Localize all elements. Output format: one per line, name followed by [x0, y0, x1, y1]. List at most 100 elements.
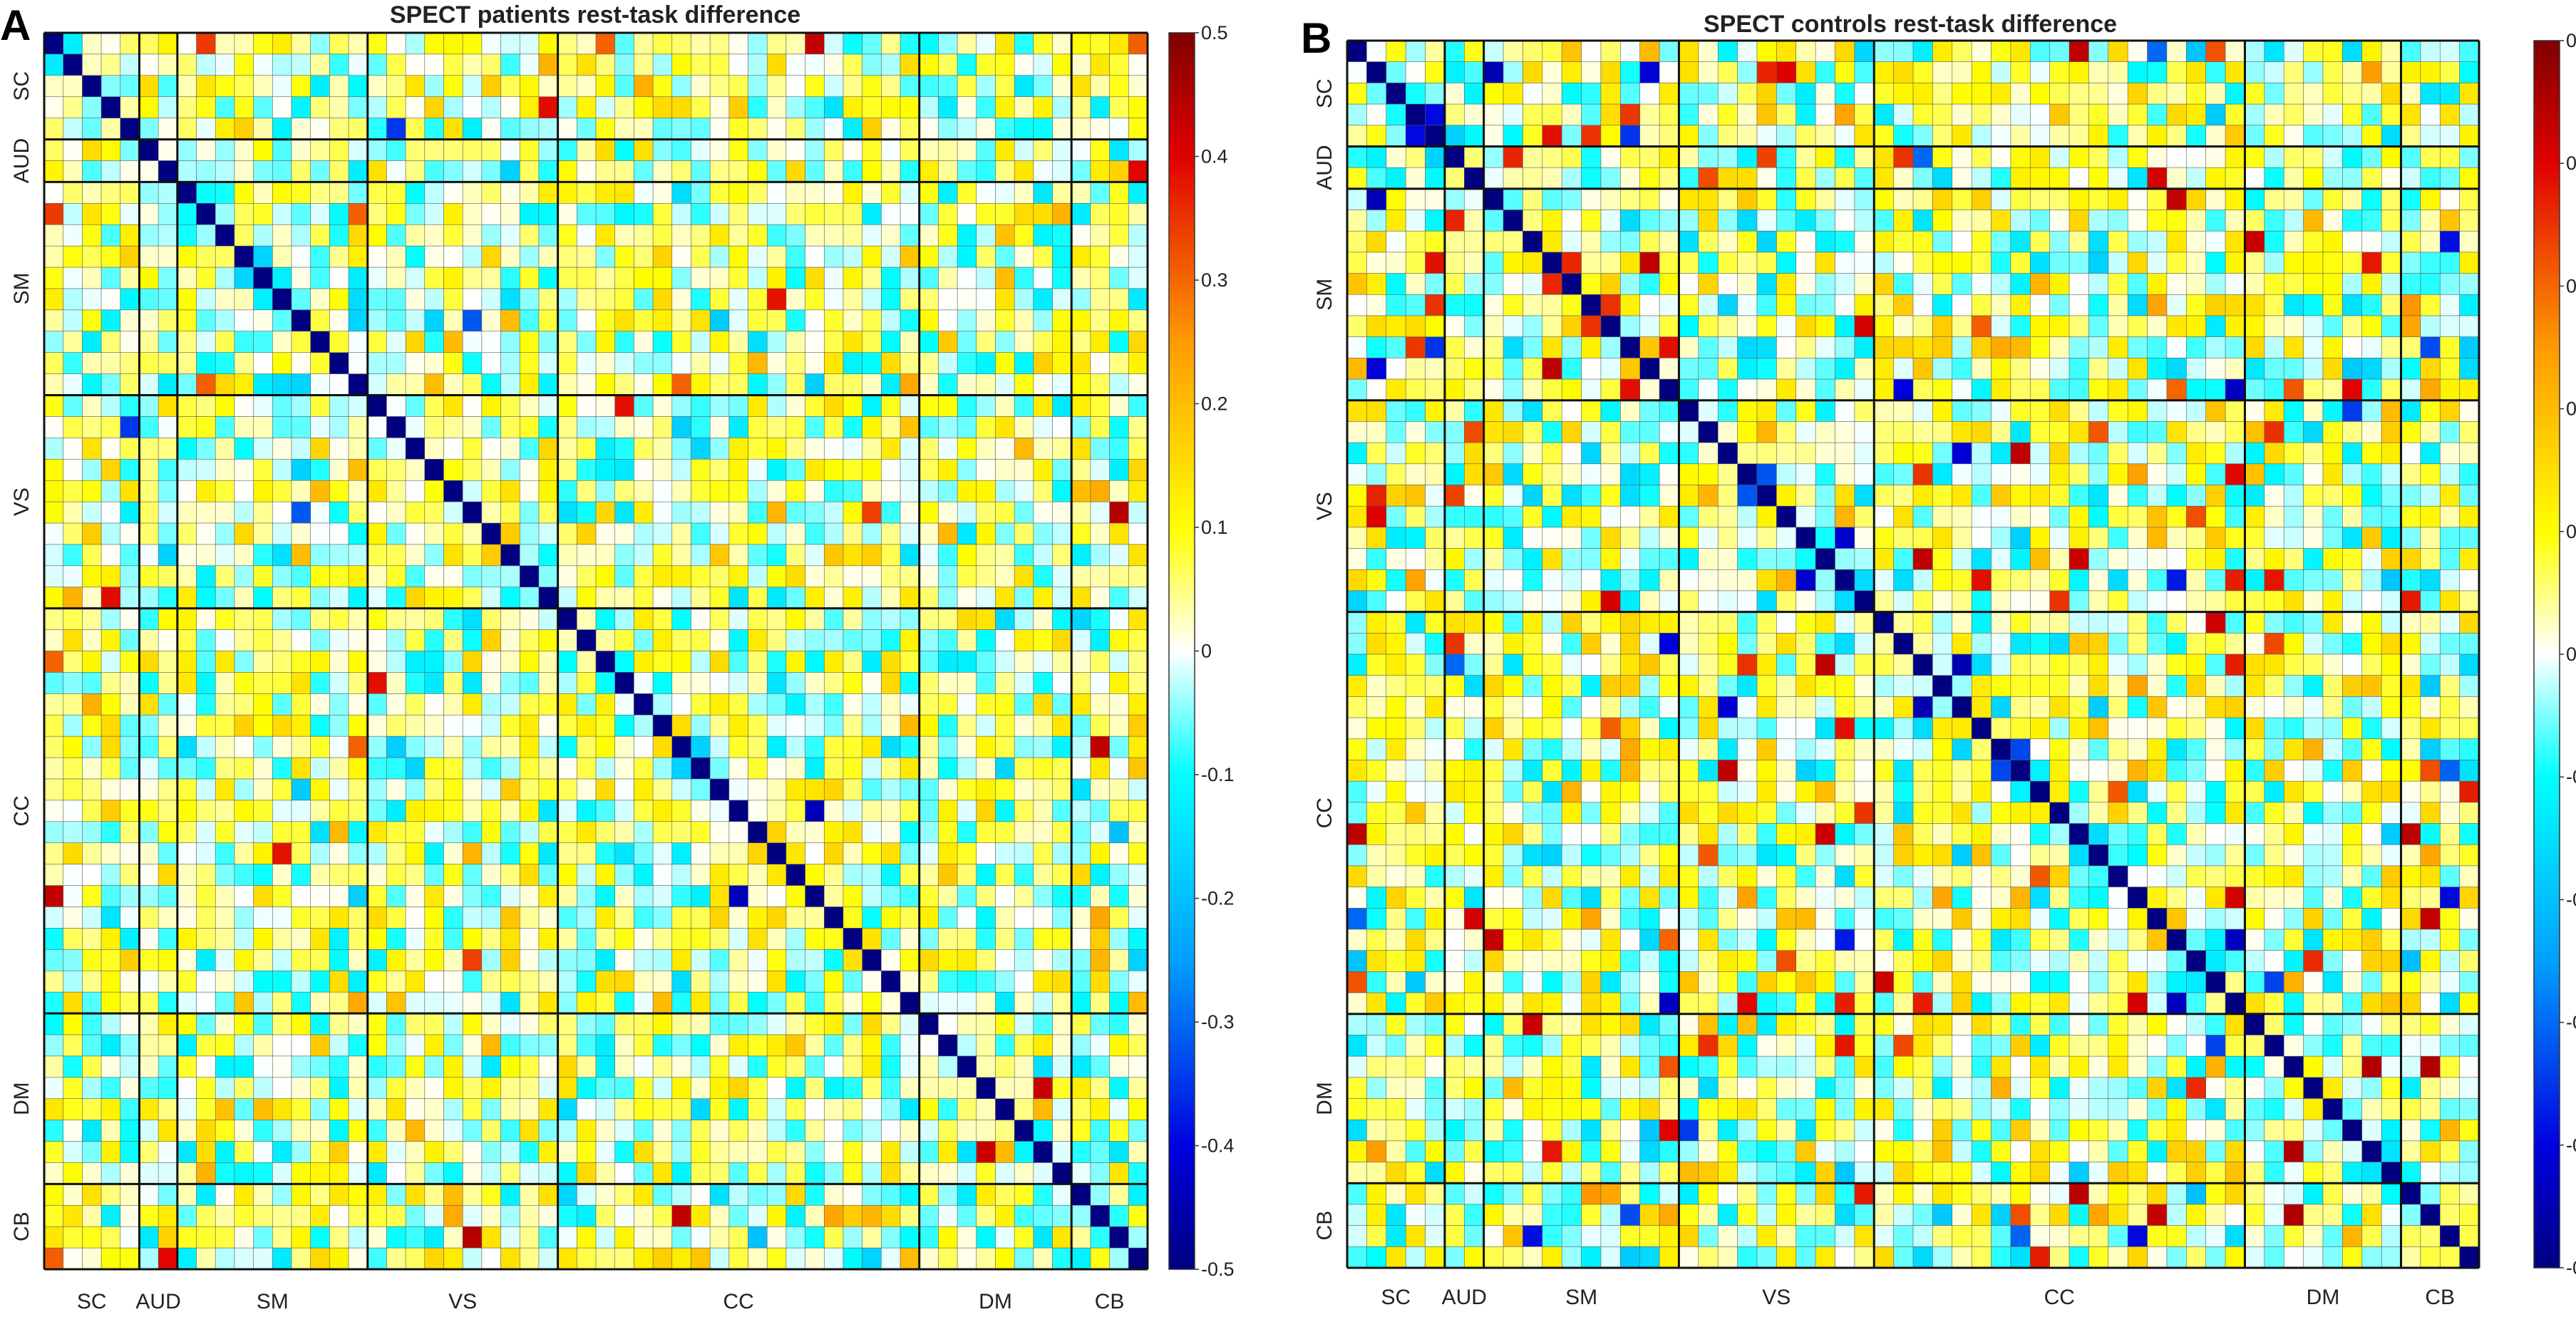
- heatmap-cell: [63, 608, 83, 631]
- heatmap-cell: [1523, 358, 1543, 380]
- heatmap-cell: [215, 544, 235, 567]
- heatmap-cell: [1815, 294, 1835, 316]
- heatmap-cell: [43, 395, 64, 417]
- heatmap-cell: [43, 1013, 64, 1035]
- heatmap-cell: [805, 139, 825, 161]
- heatmap-cell: [386, 139, 406, 161]
- heatmap-cell: [1483, 294, 1504, 316]
- heatmap-cell: [2439, 252, 2461, 274]
- heatmap-cell: [43, 928, 64, 950]
- heatmap-cell: [82, 118, 102, 140]
- heatmap-cell: [881, 1055, 901, 1078]
- heatmap-cell: [1386, 315, 1406, 338]
- heatmap-cell: [919, 331, 939, 353]
- heatmap-cell: [614, 907, 634, 929]
- heatmap-cell: [2322, 83, 2343, 105]
- heatmap-cell: [177, 267, 197, 289]
- heatmap-cell: [196, 587, 216, 609]
- heatmap-cell: [862, 1098, 882, 1121]
- heatmap-cell: [634, 885, 654, 907]
- heatmap-cell: [557, 1226, 577, 1249]
- heatmap-cell: [2381, 569, 2401, 592]
- heatmap-cell: [805, 438, 825, 460]
- heatmap-cell: [2381, 336, 2401, 358]
- heatmap-cell: [843, 672, 863, 694]
- heatmap-cell: [2303, 315, 2324, 338]
- heatmap-cell: [424, 203, 444, 225]
- heatmap-cell: [63, 267, 83, 289]
- heatmap-cell: [101, 1055, 121, 1078]
- heatmap-cell: [709, 288, 730, 311]
- heatmap-cell: [709, 800, 730, 822]
- heatmap-cell: [785, 182, 806, 204]
- heatmap-cell: [1854, 569, 1875, 592]
- heatmap-cell: [424, 416, 444, 438]
- heatmap-cell: [367, 1184, 387, 1206]
- heatmap-cell: [1483, 273, 1504, 295]
- heatmap-cell: [462, 693, 483, 716]
- heatmap-cell: [595, 245, 616, 268]
- heatmap-cell: [1090, 821, 1111, 844]
- heatmap-cell: [1737, 485, 1758, 507]
- heatmap-cell: [1014, 565, 1034, 588]
- heatmap-cell: [443, 544, 463, 567]
- heatmap-cell: [177, 885, 197, 907]
- heatmap-cell: [43, 352, 64, 375]
- heatmap-cell: [2108, 442, 2128, 465]
- heatmap-cell: [424, 118, 444, 140]
- heatmap-cell: [2049, 315, 2070, 338]
- heatmap-cell: [500, 949, 520, 971]
- heatmap-cell: [1971, 442, 1992, 465]
- heatmap-cell: [2245, 548, 2265, 570]
- heatmap-cell: [976, 267, 996, 289]
- heatmap-cell: [1405, 548, 1426, 570]
- heatmap-cell: [2225, 230, 2245, 253]
- heatmap-cell: [272, 309, 292, 332]
- heatmap-cell: [2264, 485, 2284, 507]
- heatmap-cell: [881, 203, 901, 225]
- heatmap-cell: [310, 118, 330, 140]
- heatmap-cell: [2147, 146, 2168, 168]
- heatmap-cell: [215, 1098, 235, 1121]
- heatmap-cell: [957, 651, 977, 673]
- heatmap-cell: [862, 288, 882, 311]
- heatmap-cell: [881, 1204, 901, 1227]
- heatmap-cell: [652, 800, 673, 822]
- heatmap-cell: [1952, 167, 1972, 190]
- heatmap-cell: [805, 907, 825, 929]
- heatmap-cell: [1561, 548, 1582, 570]
- heatmap-cell: [424, 693, 444, 716]
- heatmap-cell: [805, 1120, 825, 1142]
- heatmap-cell: [652, 32, 673, 55]
- heatmap-cell: [43, 1077, 64, 1100]
- heatmap-cell: [310, 245, 330, 268]
- heatmap-cell: [900, 1247, 920, 1270]
- heatmap-cell: [43, 735, 64, 758]
- heatmap-cell: [443, 160, 463, 182]
- heatmap-cell: [2283, 569, 2304, 592]
- heatmap-cell: [43, 53, 64, 76]
- heatmap-cell: [1128, 1098, 1148, 1121]
- heatmap-cell: [1033, 885, 1053, 907]
- heatmap-cell: [462, 458, 483, 481]
- heatmap-cell: [1405, 378, 1426, 401]
- heatmap-cell: [1071, 842, 1091, 865]
- heatmap-cell: [291, 139, 311, 161]
- heatmap-cell: [976, 1098, 996, 1121]
- heatmap-cell: [462, 1055, 483, 1078]
- heatmap-cell: [691, 1204, 711, 1227]
- heatmap-cell: [938, 32, 958, 55]
- heatmap-cell: [63, 1226, 83, 1249]
- heatmap-cell: [1542, 442, 1562, 465]
- heatmap-cell: [805, 480, 825, 502]
- heatmap-cell: [957, 1184, 977, 1206]
- heatmap-cell: [2166, 230, 2187, 253]
- heatmap-cell: [405, 1141, 426, 1163]
- heatmap-cell: [120, 501, 140, 524]
- heatmap-cell: [63, 778, 83, 801]
- heatmap-cell: [329, 331, 349, 353]
- heatmap-cell: [2439, 463, 2461, 485]
- heatmap-cell: [538, 75, 559, 98]
- heatmap-cell: [1796, 146, 1816, 168]
- heatmap-cell: [2010, 252, 2031, 274]
